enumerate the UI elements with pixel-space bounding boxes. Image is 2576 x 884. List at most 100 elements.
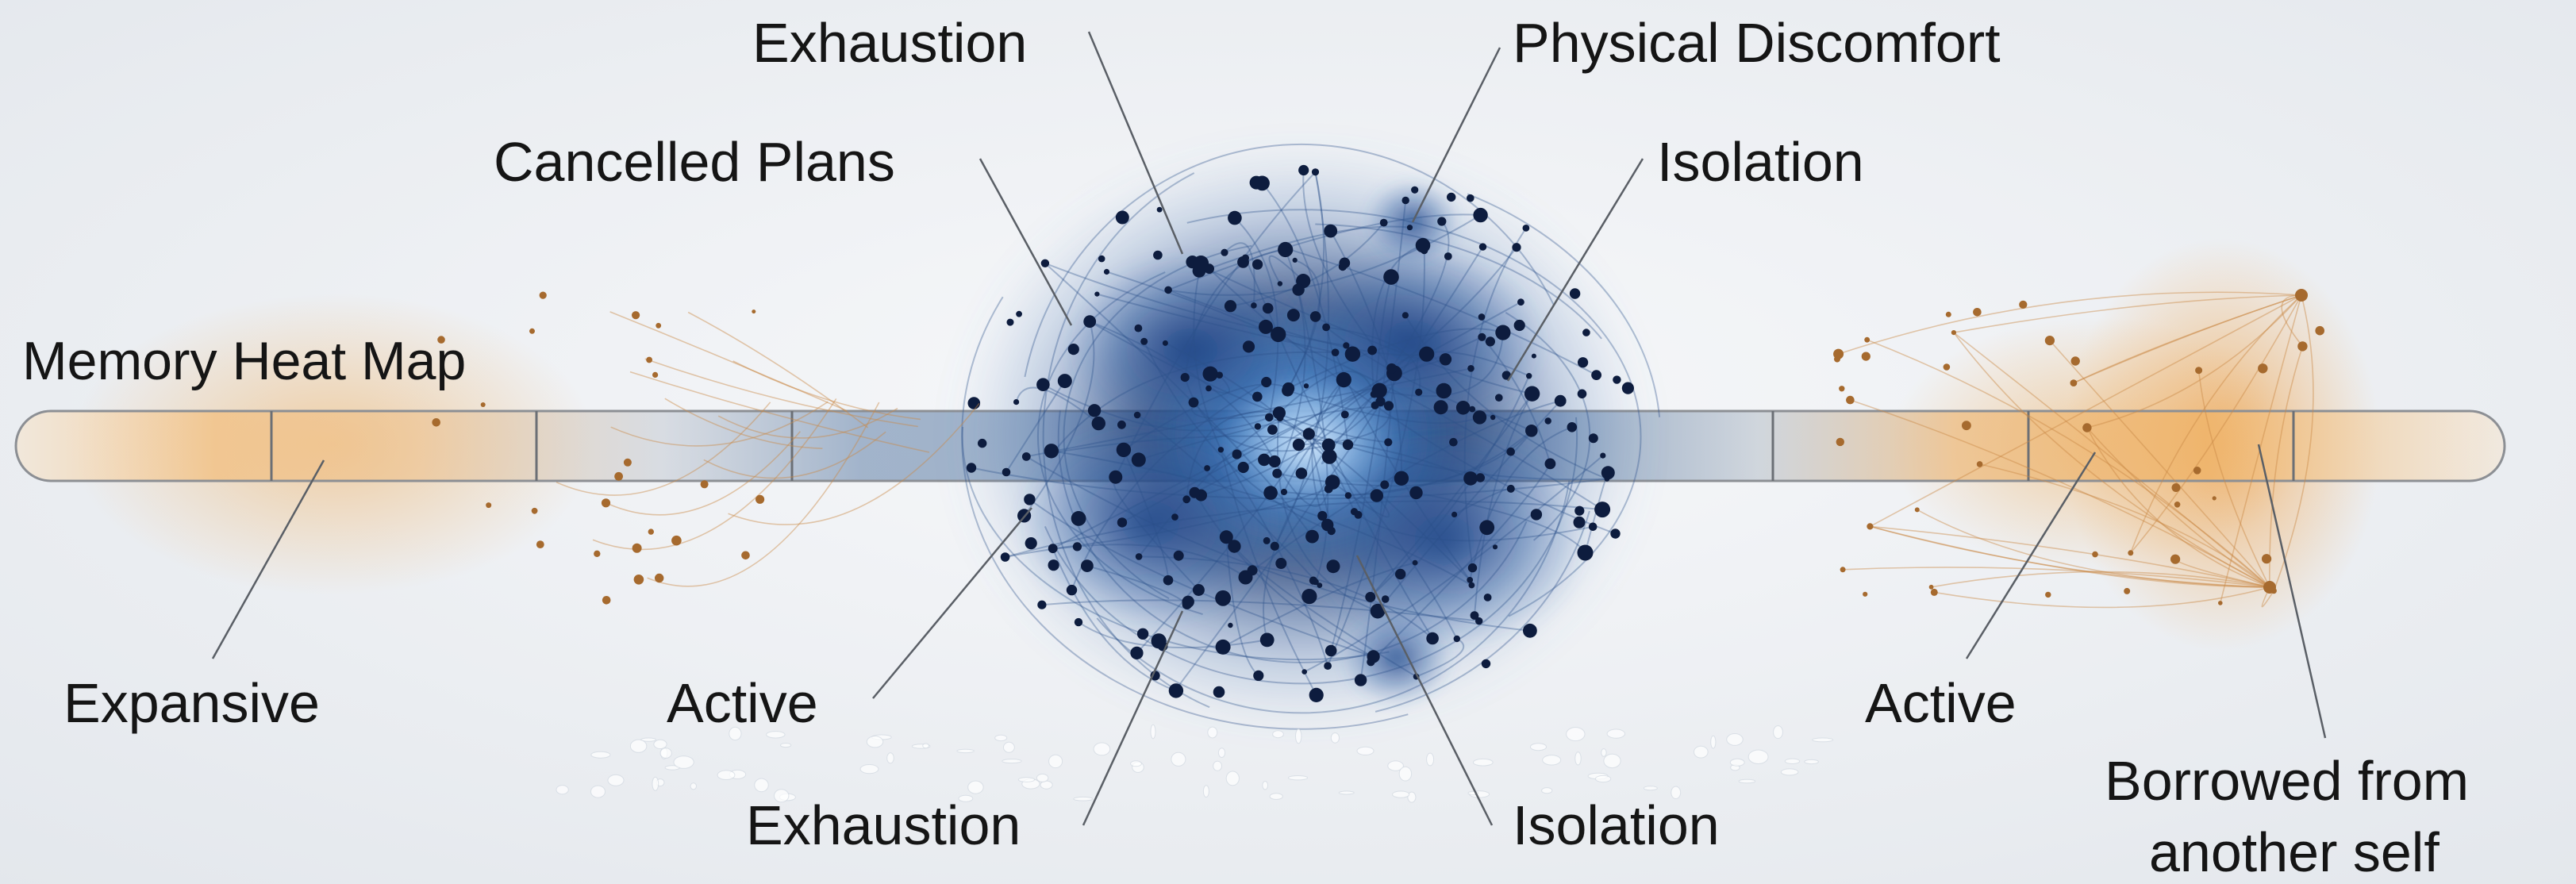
warm-link bbox=[2281, 294, 2304, 347]
cluster-node bbox=[1115, 210, 1129, 225]
cluster-node bbox=[1447, 192, 1456, 202]
cluster-link bbox=[1194, 247, 1517, 494]
warm-node bbox=[1943, 363, 1951, 371]
cluster-node bbox=[1594, 502, 1611, 518]
cluster-arc bbox=[961, 296, 1409, 730]
cluster-link bbox=[1190, 402, 1280, 420]
cluster-node bbox=[1259, 632, 1275, 648]
cluster-node bbox=[1298, 164, 1309, 176]
cluster-node bbox=[1573, 516, 1586, 528]
cluster-node bbox=[1156, 206, 1163, 213]
cluster-link bbox=[1121, 301, 1521, 524]
cluster-node bbox=[1367, 650, 1380, 663]
cluster-node bbox=[1468, 582, 1475, 589]
cluster-arc bbox=[1057, 410, 1528, 663]
warm-link bbox=[664, 398, 823, 449]
cluster-node bbox=[1261, 376, 1272, 388]
cluster-node bbox=[1512, 243, 1521, 252]
cluster-node bbox=[1578, 357, 1589, 368]
leader-exhaustion-top bbox=[1087, 31, 1184, 255]
cluster-node bbox=[1258, 453, 1271, 467]
cluster-node bbox=[1263, 486, 1278, 500]
cluster-link bbox=[1405, 314, 1608, 480]
warm-node bbox=[2315, 325, 2324, 336]
cluster-node bbox=[1242, 340, 1255, 353]
warm-node bbox=[2171, 483, 2181, 492]
droplet bbox=[994, 734, 1008, 742]
droplet bbox=[922, 743, 929, 749]
warm-link bbox=[592, 398, 837, 551]
cluster-link bbox=[1114, 171, 1317, 478]
warm-node bbox=[1945, 311, 1951, 317]
cluster-link bbox=[1175, 246, 1484, 691]
droplet bbox=[1036, 773, 1049, 782]
cluster-node bbox=[1613, 375, 1621, 384]
cluster-link bbox=[1136, 379, 1345, 654]
cluster-link bbox=[1220, 449, 1317, 696]
leader-active-center bbox=[872, 507, 1032, 699]
cluster-node bbox=[1495, 394, 1503, 402]
warm-node bbox=[1973, 308, 1982, 317]
cluster-node bbox=[1024, 494, 1036, 505]
cluster-link bbox=[1041, 599, 1479, 622]
droplet bbox=[1426, 752, 1435, 767]
cluster-node bbox=[1278, 241, 1294, 258]
cluster-node bbox=[1384, 438, 1393, 447]
cluster-node bbox=[1131, 452, 1146, 467]
droplet bbox=[1606, 728, 1626, 739]
droplet bbox=[1150, 724, 1156, 740]
cluster-link bbox=[1263, 444, 1330, 640]
warm-link bbox=[610, 401, 829, 447]
cluster-node bbox=[967, 397, 981, 409]
label-exhaustion-top: Exhaustion bbox=[752, 12, 1027, 74]
warm-node bbox=[531, 507, 538, 514]
cluster-node bbox=[1478, 313, 1486, 321]
cluster-node bbox=[1254, 423, 1262, 430]
droplet bbox=[1812, 737, 1834, 743]
cluster-node bbox=[1475, 473, 1486, 482]
cluster-nodes bbox=[966, 164, 1634, 703]
warm-link bbox=[1843, 567, 2270, 588]
droplet bbox=[1202, 785, 1209, 798]
cluster-link bbox=[1287, 259, 1321, 389]
cluster-link bbox=[1287, 171, 1325, 389]
cluster-link bbox=[1186, 410, 1280, 500]
warm-node bbox=[1861, 352, 1870, 361]
warm-link bbox=[1870, 525, 2270, 588]
cluster-link bbox=[1390, 351, 1530, 377]
label-active-center: Active bbox=[667, 672, 818, 734]
warm-node bbox=[536, 540, 544, 548]
warm-link bbox=[2269, 346, 2304, 588]
cluster-node bbox=[1621, 382, 1634, 394]
cluster-link bbox=[1371, 244, 1424, 394]
cluster-node bbox=[1252, 259, 1263, 270]
cluster-node bbox=[1103, 268, 1110, 275]
warm-node bbox=[486, 502, 492, 509]
cluster-link bbox=[1416, 492, 1586, 554]
droplet bbox=[659, 748, 672, 759]
cluster-arc bbox=[1036, 271, 1203, 616]
warm-node bbox=[2212, 496, 2217, 501]
cluster-link bbox=[1225, 536, 1259, 677]
cluster-node bbox=[1324, 662, 1332, 670]
cluster-core-glow bbox=[1214, 373, 1405, 516]
cluster-node bbox=[1591, 370, 1601, 380]
cluster-node bbox=[1419, 346, 1435, 362]
cluster-link bbox=[1283, 430, 1532, 496]
leader-active-right bbox=[1965, 452, 2097, 659]
cluster-link bbox=[1302, 170, 1393, 370]
cluster-arc bbox=[1186, 209, 1642, 617]
cluster-node bbox=[1371, 382, 1387, 398]
warm-link bbox=[703, 431, 886, 479]
cluster-node bbox=[1252, 391, 1263, 402]
droplet bbox=[653, 739, 667, 750]
cluster-link bbox=[1042, 383, 1270, 432]
cluster-node bbox=[978, 438, 987, 448]
cluster-link bbox=[1359, 373, 1395, 681]
droplet bbox=[1574, 751, 1582, 766]
cluster-node bbox=[1249, 175, 1263, 190]
warm-link bbox=[2197, 370, 2270, 588]
cluster-node bbox=[1530, 509, 1543, 521]
warm-node bbox=[1951, 330, 1956, 336]
